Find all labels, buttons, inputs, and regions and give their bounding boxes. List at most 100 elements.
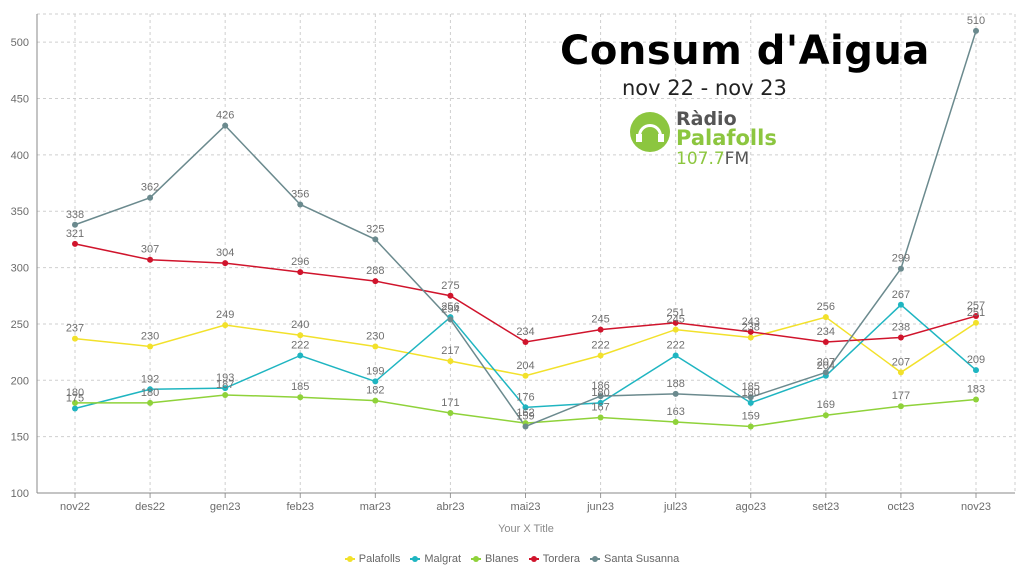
- data-point-palafolls: [822, 314, 829, 321]
- data-point-malgrat: [297, 352, 304, 359]
- data-label-blanes: 187: [216, 379, 234, 391]
- data-label-santa-susanna: 510: [967, 15, 985, 27]
- data-point-malgrat: [147, 386, 154, 393]
- data-point-tordera: [822, 338, 829, 345]
- y-tick-label: 500: [11, 37, 29, 49]
- data-label-malgrat: 175: [66, 392, 84, 404]
- data-point-santa-susanna: [973, 27, 979, 34]
- data-label-santa-susanna: 188: [666, 378, 684, 390]
- y-tick-label: 250: [11, 319, 29, 331]
- data-label-blanes: 159: [742, 411, 760, 423]
- data-point-santa-susanna: [822, 369, 829, 376]
- data-label-malgrat: 199: [366, 365, 384, 377]
- data-label-palafolls: 238: [742, 321, 760, 333]
- x-tick-label: set23: [812, 501, 839, 513]
- data-label-santa-susanna: 254: [441, 303, 459, 315]
- grid-lines: [37, 13, 1016, 493]
- data-label-tordera: 288: [366, 265, 384, 277]
- y-tick-label: 200: [11, 375, 29, 387]
- data-point-malgrat: [897, 301, 904, 308]
- data-point-santa-susanna: [222, 122, 229, 129]
- data-point-blanes: [222, 391, 229, 398]
- data-label-malgrat: 176: [516, 391, 534, 403]
- logo-freq: 107.7: [676, 149, 725, 169]
- data-label-malgrat: 204: [817, 360, 835, 372]
- data-point-santa-susanna: [672, 390, 679, 397]
- data-label-malgrat: 222: [291, 339, 309, 351]
- data-label-tordera: 238: [892, 321, 910, 333]
- data-label-blanes: 177: [892, 390, 910, 402]
- legend-item-palafolls[interactable]: Palafolls: [344, 553, 400, 565]
- x-axis-title: Your X Title: [498, 523, 554, 535]
- data-point-blanes: [597, 414, 604, 421]
- data-point-tordera: [372, 278, 379, 285]
- data-point-blanes: [747, 423, 754, 430]
- data-label-malgrat: 193: [216, 372, 234, 384]
- data-label-blanes: 171: [441, 397, 459, 409]
- data-point-palafolls: [372, 343, 379, 350]
- data-point-blanes: [72, 399, 78, 406]
- data-point-malgrat: [973, 367, 979, 374]
- data-point-santa-susanna: [372, 236, 379, 243]
- legend-item-tordera[interactable]: Tordera: [528, 553, 580, 565]
- legend-item-blanes[interactable]: Blanes: [471, 553, 519, 565]
- data-point-palafolls: [147, 343, 154, 350]
- data-label-palafolls: 245: [666, 314, 684, 326]
- y-tick-label: 100: [11, 488, 29, 500]
- data-label-blanes: 183: [967, 383, 985, 395]
- legend-marker-palafolls: [344, 556, 355, 563]
- data-point-tordera: [72, 240, 78, 247]
- chart-subtitle: nov 22 - nov 23: [622, 76, 787, 100]
- data-point-santa-susanna: [297, 201, 304, 208]
- data-label-blanes: 180: [66, 387, 84, 399]
- radio-palafolls-logo: Ràdio Palafolls 107.7FM: [630, 108, 780, 172]
- data-point-santa-susanna: [147, 194, 154, 201]
- data-labels: 237 230 249 240 230 217 204 222 245 238 256 207 251 1…: [66, 15, 985, 423]
- x-tick-label: nov22: [60, 501, 90, 513]
- logo-frequency: 107.7FM: [676, 149, 749, 169]
- data-label-malgrat: 256: [441, 301, 459, 313]
- data-label-tordera: 321: [66, 228, 84, 240]
- data-label-palafolls: 222: [591, 339, 609, 351]
- data-label-blanes: 163: [666, 406, 684, 418]
- data-point-malgrat: [672, 352, 679, 359]
- x-tick-label: feb23: [286, 501, 314, 513]
- data-point-malgrat: [597, 399, 604, 406]
- legend-label-blanes: Blanes: [485, 553, 519, 565]
- data-label-tordera: 257: [967, 300, 985, 312]
- data-label-malgrat: 267: [892, 289, 910, 301]
- data-point-tordera: [672, 319, 679, 326]
- data-label-tordera: 234: [817, 326, 835, 338]
- data-point-palafolls: [747, 334, 754, 341]
- logo-fm: FM: [724, 149, 750, 169]
- data-point-blanes: [147, 399, 154, 406]
- data-label-palafolls: 249: [216, 309, 234, 321]
- legend-label-tordera: Tordera: [542, 553, 580, 565]
- x-tick-label: oct23: [887, 501, 914, 513]
- data-label-malgrat: 180: [591, 387, 609, 399]
- data-label-palafolls: 237: [66, 323, 84, 335]
- x-tick-label: nov23: [961, 501, 991, 513]
- data-point-santa-susanna: [747, 394, 754, 401]
- data-point-santa-susanna: [447, 316, 454, 323]
- data-label-santa-susanna: 159: [516, 411, 534, 423]
- legend-item-santa-susanna[interactable]: Santa Susanna: [589, 553, 679, 565]
- legend-item-malgrat[interactable]: Malgrat: [410, 553, 461, 565]
- series-points: [72, 27, 979, 430]
- data-label-tordera: 243: [742, 316, 760, 328]
- data-point-palafolls: [672, 326, 679, 333]
- data-point-palafolls: [597, 352, 604, 359]
- data-point-palafolls: [897, 369, 904, 376]
- data-point-malgrat: [747, 399, 754, 406]
- data-label-santa-susanna: 362: [141, 182, 159, 194]
- data-point-tordera: [147, 256, 154, 263]
- legend-marker-santa-susanna: [589, 556, 600, 563]
- legend: Palafolls Malgrat Blanes Tordera Santa Susan…: [0, 553, 1024, 565]
- x-tick-label: gen23: [210, 501, 241, 513]
- data-label-santa-susanna: 299: [892, 253, 910, 265]
- radio-logo-icon: [630, 112, 670, 152]
- data-label-malgrat: 222: [666, 339, 684, 351]
- y-tick-label: 350: [11, 206, 29, 218]
- data-point-malgrat: [222, 385, 229, 392]
- data-point-blanes: [297, 394, 304, 401]
